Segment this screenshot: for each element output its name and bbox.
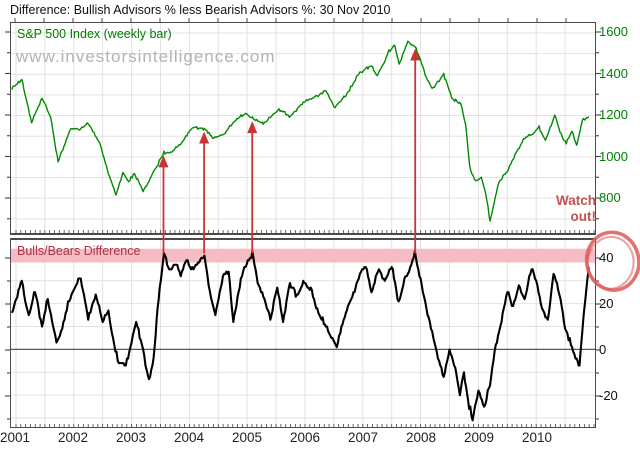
x-axis-year-label: 2005: [231, 430, 263, 445]
bulls-bears-series-label: Bulls/Bears Difference: [17, 244, 141, 258]
sp500-y-tick-label: 1400: [599, 65, 628, 81]
bulls-bears-y-tick-label: 40: [599, 250, 614, 265]
sp500-panel: S&P 500 Index (weekly bar) www.investors…: [10, 22, 596, 235]
watch-out-line1: Watch: [556, 193, 596, 208]
bulls-bears-panel: Bulls/Bears Difference: [10, 238, 596, 428]
x-axis-year-label: 2008: [405, 430, 437, 445]
x-axis-year-label: 2001: [0, 430, 31, 445]
danger-band: [11, 248, 595, 263]
sp500-y-tick-label: 1000: [599, 148, 628, 164]
bulls-bears-y-tick-label: -20: [599, 388, 618, 403]
bulls-bears-y-tick-label: 20: [599, 296, 614, 311]
x-axis-year-label: 2007: [347, 430, 379, 445]
x-axis-year-label: 2002: [57, 430, 89, 445]
bulls-bears-plot-area: [11, 240, 595, 427]
watch-out-annotation: Watch out!: [536, 193, 596, 225]
sp500-y-tick-label: 1200: [599, 107, 628, 122]
bulls-bears-line: [11, 249, 590, 422]
sp500-series-label: S&P 500 Index (weekly bar): [17, 27, 172, 41]
sp500-y-tick-label: 1600: [599, 24, 628, 39]
sp500-y-tick-label: 800: [599, 190, 621, 205]
x-axis-year-label: 2006: [289, 430, 321, 445]
x-axis-year-label: 2004: [173, 430, 205, 445]
chart-title: Difference: Bullish Advisors % less Bear…: [10, 3, 391, 17]
watch-out-line2: out!: [570, 209, 596, 224]
x-axis-year-label: 2010: [521, 430, 553, 445]
x-axis-year-label: 2009: [463, 430, 495, 445]
sp500-line: [11, 40, 590, 222]
sp500-plot-area: [11, 23, 595, 233]
x-axis-year-label: 2003: [115, 430, 147, 445]
bulls-bears-y-tick-label: 0: [599, 342, 607, 357]
watermark-text: www.investorsintelligence.com: [16, 47, 276, 66]
